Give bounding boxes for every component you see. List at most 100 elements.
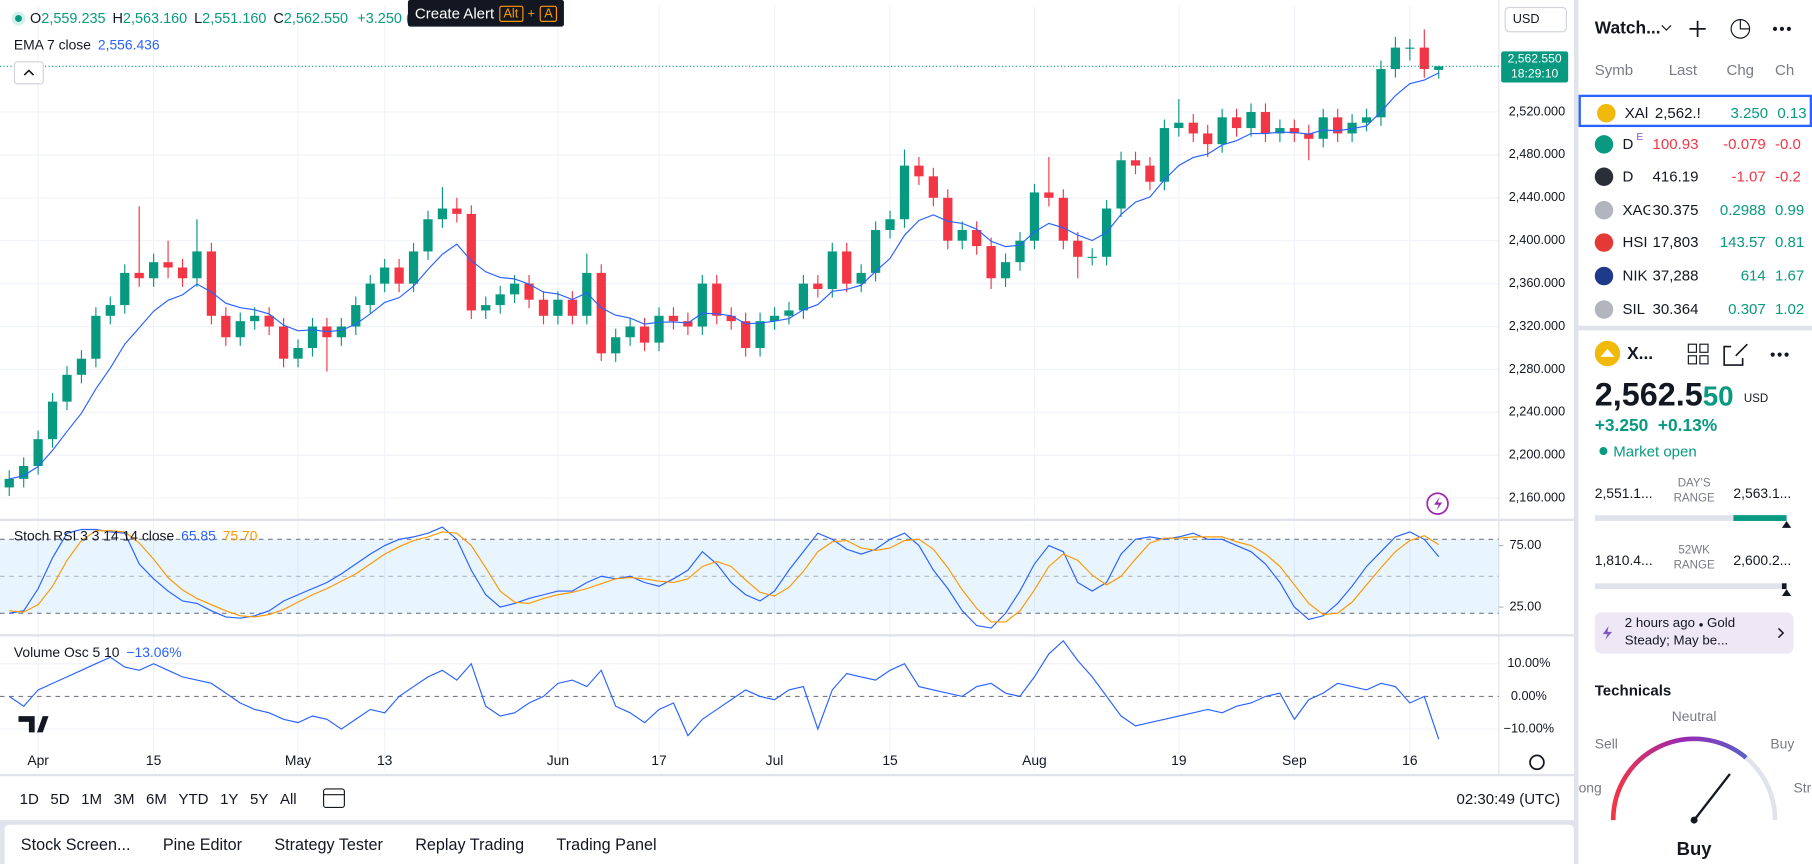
last-price-label: 2,562.550 — [1508, 52, 1562, 66]
row-icon — [1594, 200, 1614, 220]
gauge-strong-sell: ong — [1579, 780, 1602, 796]
collapse-button[interactable] — [13, 61, 44, 85]
range-button[interactable]: 1M — [81, 789, 103, 807]
stoch-line — [9, 530, 1440, 623]
candle-body — [1304, 133, 1314, 139]
range-button[interactable]: 5Y — [250, 789, 269, 807]
y-tick-label: 75.00 — [1510, 538, 1542, 552]
candle-body — [899, 165, 910, 220]
row-last: 30.364 — [1652, 299, 1699, 318]
last-price-box — [1501, 51, 1569, 83]
divider — [1578, 325, 1812, 331]
bottom-tab[interactable]: Trading Panel — [556, 835, 657, 854]
row-chg: -0.079 — [1723, 134, 1766, 153]
candle-body — [1217, 117, 1227, 145]
candle-body — [1058, 197, 1068, 241]
day-range-label: DAY'S RANGE — [1673, 477, 1715, 505]
y-tick-label: 2,520.000 — [1509, 104, 1565, 118]
y-tick-label: 2,440.000 — [1509, 190, 1565, 204]
candle-body — [683, 321, 693, 327]
x-tick-label: Apr — [27, 752, 49, 768]
y-tick-label: 2,360.000 — [1509, 276, 1565, 290]
technicals-title[interactable]: Technicals — [1594, 681, 1672, 699]
week52-range-bar — [1594, 583, 1792, 597]
candle-body — [1405, 47, 1415, 49]
watchlist-row[interactable]: XAG30.375 0.2988 0.99 — [1579, 194, 1812, 226]
candle-body — [755, 321, 765, 348]
candle-body — [524, 283, 534, 300]
watchlist-title[interactable]: Watch... — [1594, 18, 1661, 39]
candle-body — [1203, 133, 1213, 145]
row-icon — [1594, 299, 1614, 319]
stoch-line — [9, 526, 1440, 629]
candle-body — [452, 208, 462, 214]
column-header: Last — [1668, 61, 1698, 79]
chart-area: Apr 15 May 13 Jun 17 Jul 15 Aug 19 Sep 16 2,160.000 2… — [0, 0, 1574, 774]
candle-body — [957, 229, 967, 241]
right-panel: Watch... Symb Last Chg Ch XAl 2,562.! 3.250 0.… — [1578, 0, 1812, 864]
watchlist-row[interactable]: D E 100.93 -0.079 -0.0 — [1579, 128, 1812, 160]
candle-body — [192, 251, 202, 279]
range-button[interactable]: 5D — [50, 789, 70, 807]
candle-body — [1044, 192, 1054, 198]
column-header: Chg — [1726, 61, 1755, 79]
bottom-tab[interactable]: Strategy Tester — [274, 835, 383, 854]
range-button[interactable]: All — [279, 789, 297, 807]
x-tick-label: 15 — [882, 752, 898, 768]
gauge-neutral: Neutral — [1672, 708, 1717, 724]
row-chg-pct: 0.99 — [1775, 200, 1805, 219]
chevron-icon — [1777, 627, 1785, 639]
bottom-tab[interactable]: Pine Editor — [162, 835, 243, 854]
detail-icons — [1687, 343, 1789, 366]
flash-icon — [1602, 626, 1613, 640]
y-tick-label: 2,480.000 — [1509, 147, 1565, 161]
candle-body — [885, 219, 895, 230]
range-button[interactable]: 3M — [113, 789, 135, 807]
watchlist-row[interactable]: XAl 2,562.! 3.250 0.13 — [1578, 94, 1812, 128]
candle-body — [336, 326, 346, 338]
candle-body — [1000, 262, 1011, 279]
row-icon — [1594, 233, 1614, 253]
bottom-tab[interactable]: Replay Trading — [415, 835, 525, 854]
ohlc-values: O2,559.235 H2,563.160 L2,551.160 C2,562.550 — [30, 10, 355, 26]
news-item[interactable]: 2 hours ago Gold Steady; May be... — [1594, 612, 1794, 654]
range-button[interactable]: 1Y — [220, 789, 239, 807]
row-symbol: XAG — [1622, 200, 1650, 219]
currency-select[interactable]: USD — [1504, 6, 1568, 33]
tooltip-label: Create Alert — [414, 4, 495, 22]
row-chg-pct: 0.13 — [1777, 103, 1807, 122]
date-range-icon[interactable] — [312, 784, 358, 812]
candle-body — [986, 246, 996, 279]
candle-body — [827, 251, 837, 289]
candle-body — [914, 165, 924, 177]
row-symbol: NIK — [1622, 266, 1648, 285]
watchlist-row[interactable]: HSI 17,803 143.57 0.81 — [1579, 227, 1812, 259]
range-button[interactable]: YTD — [178, 789, 209, 807]
x-tick-label: May — [285, 752, 311, 768]
range-button[interactable]: 6M — [146, 789, 167, 807]
y-tick-label: 2,160.000 — [1509, 491, 1565, 505]
candle-body — [235, 321, 245, 338]
watchlist-row[interactable]: SIL 30.364 0.307 1.02 — [1579, 293, 1812, 325]
x-tick-label: Aug — [1022, 752, 1047, 768]
technicals-gauge: Neutral Sell Buy ong Str Buy — [1579, 708, 1812, 859]
candle-body — [437, 208, 448, 220]
x-tick-label: Jun — [547, 752, 569, 768]
candle-body — [1260, 111, 1271, 134]
news-headline: Gold Steady; May be... — [1624, 616, 1736, 648]
candle-body — [784, 310, 794, 316]
candle-body — [1116, 160, 1126, 209]
bottom-tab[interactable]: Stock Screen... — [20, 835, 131, 854]
stoch-legend: Stoch RSI 3 3 14 14 close 65.85 75.70 — [14, 528, 258, 544]
create-alert-tooltip[interactable]: Create Alert Alt + A — [407, 0, 565, 27]
watchlist-row[interactable]: NIK 37,288 614 1.67 — [1579, 260, 1812, 292]
x-tick-label: 17 — [651, 752, 667, 768]
range-button[interactable]: 1D — [19, 789, 39, 807]
alert-icon — [1426, 492, 1449, 515]
row-symbol: D — [1622, 167, 1634, 186]
candle-body — [813, 283, 823, 289]
countdown-label: 18:29:10 — [1511, 67, 1558, 81]
watchlist-row[interactable]: D 416.19 -1.07 -0.2 — [1579, 161, 1812, 193]
range-buttons: 1D 5D 1M 3M 6M YTD 1Y 5Y All — [14, 789, 303, 806]
